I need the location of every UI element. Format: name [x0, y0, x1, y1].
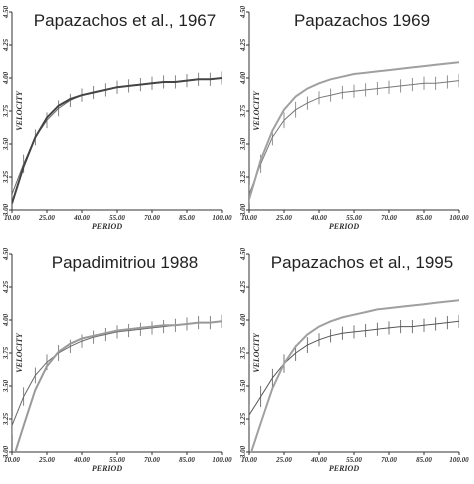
- y-tick-label: 3.25: [2, 412, 10, 426]
- y-tick-label: 4.25: [2, 38, 10, 52]
- plot: [249, 299, 459, 452]
- x-axis-label: PERIOD: [329, 464, 359, 473]
- observed-line: [249, 80, 459, 195]
- chart-panel: 10.00 25.00 40.00 55.00 70.00 85.00 100.00 3.00…: [239, 5, 469, 231]
- y-axis-label: VELOCITY: [15, 90, 24, 131]
- x-axis-label: PERIOD: [92, 464, 122, 473]
- y-tick-label: 4.50: [239, 5, 247, 19]
- chart-title: Papazachos et al., 1967: [34, 11, 216, 30]
- y-tick-label: 3.00: [2, 445, 10, 459]
- y-tick-label: 3.25: [2, 170, 10, 184]
- x-tick-label: 25.00: [38, 214, 55, 222]
- observed-line: [12, 77, 222, 195]
- y-tick-label: 3.50: [239, 379, 247, 393]
- y-tick-label: 4.00: [239, 71, 247, 85]
- y-tick-label: 4.00: [2, 313, 10, 327]
- x-tick-label: 10.00: [241, 456, 257, 464]
- x-tick-label: 40.00: [310, 456, 327, 464]
- y-tick-label: 4.25: [239, 38, 247, 52]
- y-axis-label: VELOCITY: [15, 332, 24, 373]
- y-tick-label: 4.00: [239, 313, 247, 327]
- y-tick-label: 3.00: [239, 445, 247, 459]
- y-tick-label: 4.25: [239, 280, 247, 294]
- y-tick-label: 3.50: [2, 379, 10, 393]
- y-tick-label: 3.00: [239, 203, 247, 217]
- y-tick-label: 3.75: [239, 346, 247, 360]
- x-tick-label: 55.00: [346, 456, 362, 464]
- y-axis-label: VELOCITY: [252, 332, 261, 373]
- x-tick-label: 70.00: [144, 214, 160, 222]
- chart-title: Papadimitriou 1988: [52, 253, 198, 272]
- x-tick-label: 25.00: [38, 456, 55, 464]
- x-tick-label: 40.00: [73, 456, 90, 464]
- plot: [12, 314, 222, 452]
- model-curve: [250, 299, 459, 452]
- x-tick-label: 10.00: [4, 214, 20, 222]
- model-curve: [249, 61, 459, 200]
- y-tick-label: 3.75: [2, 346, 10, 360]
- x-tick-label: 85.00: [416, 456, 432, 464]
- model-curve: [14, 320, 222, 452]
- y-tick-label: 4.50: [239, 247, 247, 261]
- x-tick-label: 100.00: [212, 456, 232, 464]
- x-tick-label: 40.00: [73, 214, 90, 222]
- x-tick-label: 100.00: [449, 214, 469, 222]
- chart-title: Papazachos et al., 1995: [271, 253, 453, 272]
- y-tick-label: 4.25: [2, 280, 10, 294]
- x-tick-label: 25.00: [275, 456, 292, 464]
- x-tick-label: 70.00: [381, 214, 397, 222]
- x-tick-label: 70.00: [381, 456, 397, 464]
- y-tick-label: 4.50: [2, 247, 10, 261]
- x-tick-label: 25.00: [275, 214, 292, 222]
- y-tick-label: 4.50: [2, 5, 10, 19]
- x-tick-label: 85.00: [416, 214, 432, 222]
- chart-title: Papazachos 1969: [294, 11, 430, 30]
- x-tick-label: 70.00: [144, 456, 160, 464]
- chart-panel: 10.00 25.00 40.00 55.00 70.00 85.00 100.00 3.00…: [239, 247, 469, 473]
- plot: [249, 61, 459, 204]
- model-curve: [12, 77, 222, 204]
- y-tick-label: 3.50: [2, 137, 10, 151]
- x-tick-label: 100.00: [449, 456, 469, 464]
- y-tick-label: 3.25: [239, 412, 247, 426]
- x-tick-label: 40.00: [310, 214, 327, 222]
- x-tick-label: 55.00: [109, 456, 125, 464]
- y-tick-label: 3.50: [239, 137, 247, 151]
- y-tick-label: 3.00: [2, 203, 10, 217]
- x-tick-label: 10.00: [241, 214, 257, 222]
- x-tick-label: 100.00: [212, 214, 232, 222]
- x-tick-label: 55.00: [109, 214, 125, 222]
- chart-panel: 10.00 25.00 40.00 55.00 70.00 85.00 100.00 3.00…: [2, 5, 232, 231]
- y-tick-label: 3.75: [2, 104, 10, 118]
- y-tick-label: 3.25: [239, 170, 247, 184]
- x-tick-label: 10.00: [4, 456, 20, 464]
- x-tick-label: 55.00: [346, 214, 362, 222]
- chart-panel: 10.00 25.00 40.00 55.00 70.00 85.00 100.00 3.00…: [2, 247, 232, 473]
- x-axis-label: PERIOD: [329, 222, 359, 231]
- y-tick-label: 4.00: [2, 71, 10, 85]
- x-tick-label: 85.00: [179, 456, 195, 464]
- y-axis-label: VELOCITY: [252, 90, 261, 131]
- x-tick-label: 85.00: [179, 214, 195, 222]
- plot: [12, 71, 222, 204]
- y-tick-label: 3.75: [239, 104, 247, 118]
- x-axis-label: PERIOD: [92, 222, 122, 231]
